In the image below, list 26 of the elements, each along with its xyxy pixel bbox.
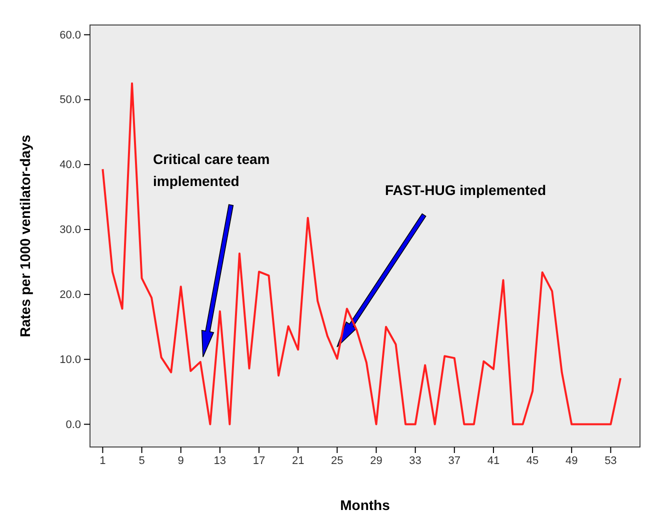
x-tick-label: 53 (604, 454, 617, 467)
x-tick-label: 9 (178, 454, 184, 467)
x-tick-label: 49 (565, 454, 578, 467)
x-tick-label: 45 (526, 454, 539, 467)
line-series (102, 82, 622, 426)
x-tick-label: 21 (292, 454, 304, 467)
y-tick-label: 30.0 (60, 224, 81, 236)
x-tick-label: 5 (138, 454, 145, 467)
annotation: Critical care team implemented (153, 151, 270, 189)
y-tick-label: 60.0 (60, 29, 81, 42)
y-tick-label: 20.0 (60, 288, 81, 301)
y-tick-label: 0.0 (66, 418, 81, 431)
y-tick-label: 10.0 (60, 354, 81, 366)
y-tick-label: 50.0 (60, 94, 81, 106)
x-tick-label: 37 (448, 454, 461, 467)
y-axis-title: Rates per 1000 ventilator-days (17, 134, 33, 338)
x-tick-label: 41 (487, 454, 500, 467)
x-tick-label: 17 (252, 454, 266, 467)
y-tick-label: 40.0 (60, 159, 81, 172)
annotation: FAST-HUG implemented (385, 182, 546, 198)
x-tick-label: 25 (331, 454, 344, 467)
x-axis-title: Months (340, 497, 390, 513)
x-tick-label: 1 (100, 454, 106, 467)
x-tick-label: 33 (409, 454, 422, 467)
x-tick-label: 13 (214, 454, 226, 467)
x-tick-label: 29 (370, 454, 382, 467)
